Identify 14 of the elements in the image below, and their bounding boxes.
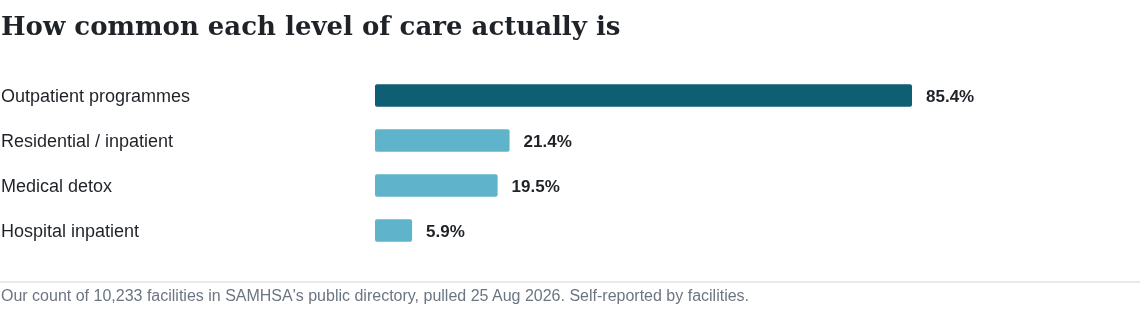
text: Our count of 10,233 facilities in SAMHSA's public directory, pulled 25 Aug 2026. Self-reported by facilities. [1, 287, 750, 304]
bar [375, 174, 498, 197]
y-tick-label: Residential / inpatient [1, 130, 174, 151]
bar [375, 219, 413, 242]
data-label: 21.4% [523, 132, 572, 152]
bar [375, 129, 510, 152]
data-label: 85.4% [926, 87, 975, 107]
bar [375, 84, 912, 107]
data-label: 19.5% [511, 177, 560, 197]
y-tick-label: Outpatient programmes [1, 85, 191, 106]
y-tick-label: Hospital inpatient [1, 220, 140, 241]
y-tick-label: Medical detox [1, 175, 113, 196]
data-label: 5.9% [426, 222, 465, 242]
chart-title: How common each level of care actually is [1, 11, 621, 41]
